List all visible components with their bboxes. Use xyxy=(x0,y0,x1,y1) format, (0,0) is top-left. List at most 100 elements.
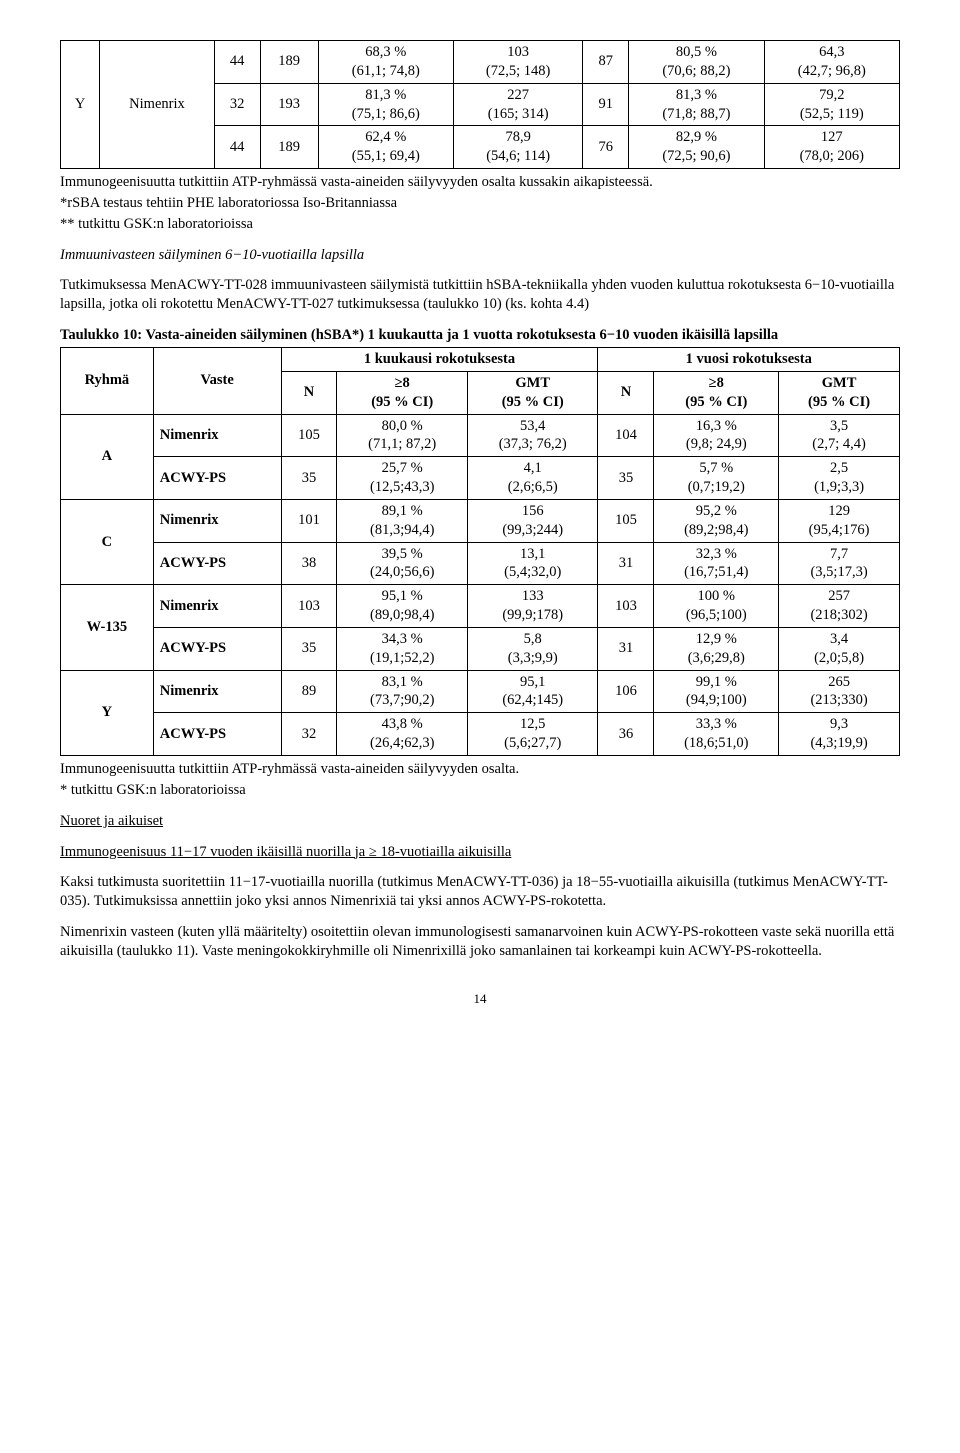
cell: 35 xyxy=(281,457,337,500)
cell: 32,3 %(16,7;51,4) xyxy=(654,542,779,585)
t1-group-y: Y xyxy=(61,41,100,169)
cell: 106 xyxy=(598,670,654,713)
cell: 3,5(2,7; 4,4) xyxy=(779,414,900,457)
cell: 39,5 %(24,0;56,6) xyxy=(337,542,468,585)
t1-r0-n1: 44 xyxy=(214,41,260,84)
cell: 265(213;330) xyxy=(779,670,900,713)
t1-r0-c3: 80,5 %(70,6; 88,2) xyxy=(629,41,764,84)
t1-r2-c2: 78,9(54,6; 114) xyxy=(454,126,583,169)
cell: 12,5(5,6;27,7) xyxy=(467,713,598,756)
table1: Y Nimenrix 44 189 68,3 %(61,1; 74,8) 103… xyxy=(60,40,900,169)
cell: 133(99,9;178) xyxy=(467,585,598,628)
t1-r2-c3: 82,9 %(72,5; 90,6) xyxy=(629,126,764,169)
para6: * tutkittu GSK:n laboratorioissa xyxy=(60,781,900,800)
t1-r0-n2: 189 xyxy=(260,41,318,84)
cell: 13,1(5,4;32,0) xyxy=(467,542,598,585)
t1-r1-c2: 227(165; 314) xyxy=(454,83,583,126)
cell: 95,1 %(89,0;98,4) xyxy=(337,585,468,628)
cell: 33,3 %(18,6;51,0) xyxy=(654,713,779,756)
t2-Y-r1-v: ACWY-PS xyxy=(153,713,281,756)
cell: 9,3(4,3;19,9) xyxy=(779,713,900,756)
para5: Immunogeenisuutta tutkittiin ATP-ryhmäss… xyxy=(60,760,900,779)
cell: 4,1(2,6;6,5) xyxy=(467,457,598,500)
heading3: Immunogeenisuus 11−17 vuoden ikäisillä n… xyxy=(60,843,900,862)
cell: 3,4(2,0;5,8) xyxy=(779,627,900,670)
t2-h-N2: N xyxy=(598,371,654,414)
cell: 257(218;302) xyxy=(779,585,900,628)
t2-W-r0-v: Nimenrix xyxy=(153,585,281,628)
t2-C-r0-v: Nimenrix xyxy=(153,499,281,542)
page-number: 14 xyxy=(60,991,900,1008)
t1-r1-c3: 81,3 %(71,8; 88,7) xyxy=(629,83,764,126)
cell: 103 xyxy=(281,585,337,628)
t2-h-1kk: 1 kuukausi rokotuksesta xyxy=(281,347,598,371)
para7: Kaksi tutkimusta suoritettiin 11−17-vuot… xyxy=(60,873,900,911)
cell: 104 xyxy=(598,414,654,457)
t1-r2-n2: 189 xyxy=(260,126,318,169)
cell: 95,2 %(89,2;98,4) xyxy=(654,499,779,542)
t1-r0-c1: 68,3 %(61,1; 74,8) xyxy=(318,41,453,84)
t1-r2-c4: 127(78,0; 206) xyxy=(764,126,899,169)
t2-h-vaste: Vaste xyxy=(153,347,281,414)
t1-r0-n3: 87 xyxy=(583,41,629,84)
t2-h-gmt-2: GMT(95 % CI) xyxy=(779,371,900,414)
cell: 95,1(62,4;145) xyxy=(467,670,598,713)
cell: 53,4(37,3; 76,2) xyxy=(467,414,598,457)
t2-C-r1-v: ACWY-PS xyxy=(153,542,281,585)
table2-title: Taulukko 10: Vasta-aineiden säilyminen (… xyxy=(60,326,900,345)
t1-r1-c1: 81,3 %(75,1; 86,6) xyxy=(318,83,453,126)
cell: 80,0 %(71,1; 87,2) xyxy=(337,414,468,457)
t2-h-gmt-1: GMT(95 % CI) xyxy=(467,371,598,414)
t1-r2-c1: 62,4 %(55,1; 69,4) xyxy=(318,126,453,169)
t2-g-W: W-135 xyxy=(61,585,154,670)
cell: 35 xyxy=(598,457,654,500)
cell: 25,7 %(12,5;43,3) xyxy=(337,457,468,500)
cell: 83,1 %(73,7;90,2) xyxy=(337,670,468,713)
t2-h-ge8-2: ≥8(95 % CI) xyxy=(654,371,779,414)
t2-g-Y: Y xyxy=(61,670,154,755)
cell: 2,5(1,9;3,3) xyxy=(779,457,900,500)
t1-r0-c2: 103(72,5; 148) xyxy=(454,41,583,84)
t2-W-r1-v: ACWY-PS xyxy=(153,627,281,670)
cell: 105 xyxy=(281,414,337,457)
cell: 5,7 %(0,7;19,2) xyxy=(654,457,779,500)
heading1: Immuunivasteen säilyminen 6−10-vuotiaill… xyxy=(60,246,900,265)
cell: 5,8(3,3;9,9) xyxy=(467,627,598,670)
t2-Y-r0-v: Nimenrix xyxy=(153,670,281,713)
cell: 35 xyxy=(281,627,337,670)
cell: 89,1 %(81,3;94,4) xyxy=(337,499,468,542)
t2-h-N1: N xyxy=(281,371,337,414)
cell: 36 xyxy=(598,713,654,756)
table2: Ryhmä Vaste 1 kuukausi rokotuksesta 1 vu… xyxy=(60,347,900,756)
para8: Nimenrixin vasteen (kuten yllä määritelt… xyxy=(60,923,900,961)
para3: ** tutkittu GSK:n laboratorioissa xyxy=(60,215,900,234)
t1-r0-c4: 64,3(42,7; 96,8) xyxy=(764,41,899,84)
t2-h-ryhma: Ryhmä xyxy=(61,347,154,414)
cell: 7,7(3,5;17,3) xyxy=(779,542,900,585)
cell: 43,8 %(26,4;62,3) xyxy=(337,713,468,756)
t2-A-r0-v: Nimenrix xyxy=(153,414,281,457)
t1-group-nimenrix: Nimenrix xyxy=(100,41,215,169)
cell: 16,3 %(9,8; 24,9) xyxy=(654,414,779,457)
t2-h-1v: 1 vuosi rokotuksesta xyxy=(598,347,900,371)
para4: Tutkimuksessa MenACWY-TT-028 immuunivast… xyxy=(60,276,900,314)
t2-g-C: C xyxy=(61,499,154,584)
cell: 99,1 %(94,9;100) xyxy=(654,670,779,713)
t1-r1-n2: 193 xyxy=(260,83,318,126)
t1-r1-n3: 91 xyxy=(583,83,629,126)
t1-r2-n3: 76 xyxy=(583,126,629,169)
t2-h-ge8-1: ≥8(95 % CI) xyxy=(337,371,468,414)
cell: 129(95,4;176) xyxy=(779,499,900,542)
cell: 101 xyxy=(281,499,337,542)
cell: 38 xyxy=(281,542,337,585)
cell: 12,9 %(3,6;29,8) xyxy=(654,627,779,670)
cell: 34,3 %(19,1;52,2) xyxy=(337,627,468,670)
cell: 89 xyxy=(281,670,337,713)
cell: 105 xyxy=(598,499,654,542)
para1: Immunogeenisuutta tutkittiin ATP-ryhmäss… xyxy=(60,173,900,192)
cell: 32 xyxy=(281,713,337,756)
cell: 31 xyxy=(598,542,654,585)
para2: *rSBA testaus tehtiin PHE laboratoriossa… xyxy=(60,194,900,213)
cell: 100 %(96,5;100) xyxy=(654,585,779,628)
t2-A-r1-v: ACWY-PS xyxy=(153,457,281,500)
